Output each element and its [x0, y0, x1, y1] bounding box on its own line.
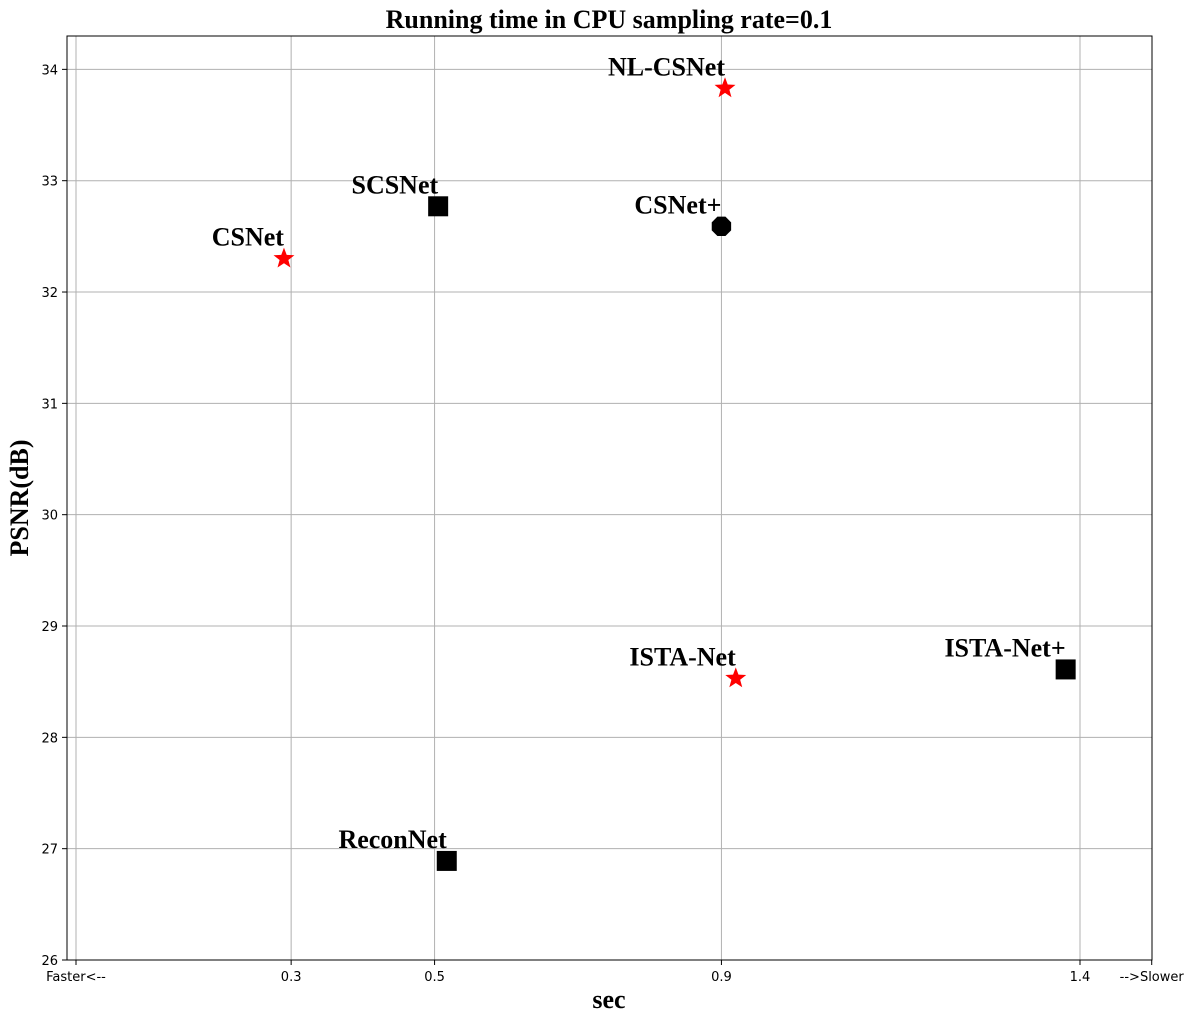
y-tick-label: 27	[41, 843, 58, 858]
point-label-csnet: CSNet+	[634, 190, 721, 219]
y-tick-label: 28	[41, 731, 58, 746]
y-tick-label: 33	[41, 175, 58, 190]
y-tick-label: 26	[41, 954, 58, 969]
axis-ticks: Faster<-- 0.3 0.5 0.9 1.4 -->Slower 26 27 28 29 30…	[41, 63, 1184, 985]
point-label-reconnet: ReconNet	[338, 825, 447, 854]
point-csnet-star-marker	[273, 247, 295, 268]
x-tick-label: 0.3	[281, 970, 302, 985]
y-tick-label: 34	[41, 63, 58, 78]
x-tick-label: Faster<--	[46, 970, 106, 985]
point-label-scsnet: SCSNet	[351, 170, 438, 199]
y-tick-label: 29	[41, 620, 58, 635]
y-tick-label: 30	[41, 509, 58, 524]
point-ista-net-square-marker	[1055, 659, 1076, 680]
chart-title: Running time in CPU sampling rate=0.1	[386, 5, 833, 34]
point-reconnet-square-marker	[436, 850, 457, 871]
point-scsnet-square-marker	[428, 196, 449, 217]
data-points	[273, 77, 1076, 871]
y-tick-label: 31	[41, 397, 58, 412]
point-nl-csnet-star-marker	[714, 77, 736, 98]
point-label-ista-net: ISTA-Net	[629, 642, 736, 671]
point-label-ista-net: ISTA-Net+	[944, 633, 1065, 662]
y-axis-label: PSNR(dB)	[5, 439, 34, 556]
point-label-nl-csnet: NL-CSNet	[608, 52, 725, 81]
plot-frame	[66, 35, 1153, 961]
x-tick-label: -->Slower	[1120, 970, 1185, 985]
x-tick-label: 0.5	[424, 970, 445, 985]
grid	[67, 36, 1152, 960]
point-label-csnet: CSNet	[212, 223, 285, 252]
point-csnet-octagon-marker	[711, 216, 732, 237]
x-axis-label: sec	[592, 985, 625, 1014]
point-ista-net-star-marker	[725, 667, 747, 688]
x-tick-label: 0.9	[711, 970, 732, 985]
y-tick-label: 32	[41, 286, 58, 301]
point-labels: NL-CSNet SCSNet CSNet+ CSNet ISTA-Net ISTA-Ne…	[212, 52, 1066, 854]
x-tick-label: 1.4	[1070, 970, 1091, 985]
